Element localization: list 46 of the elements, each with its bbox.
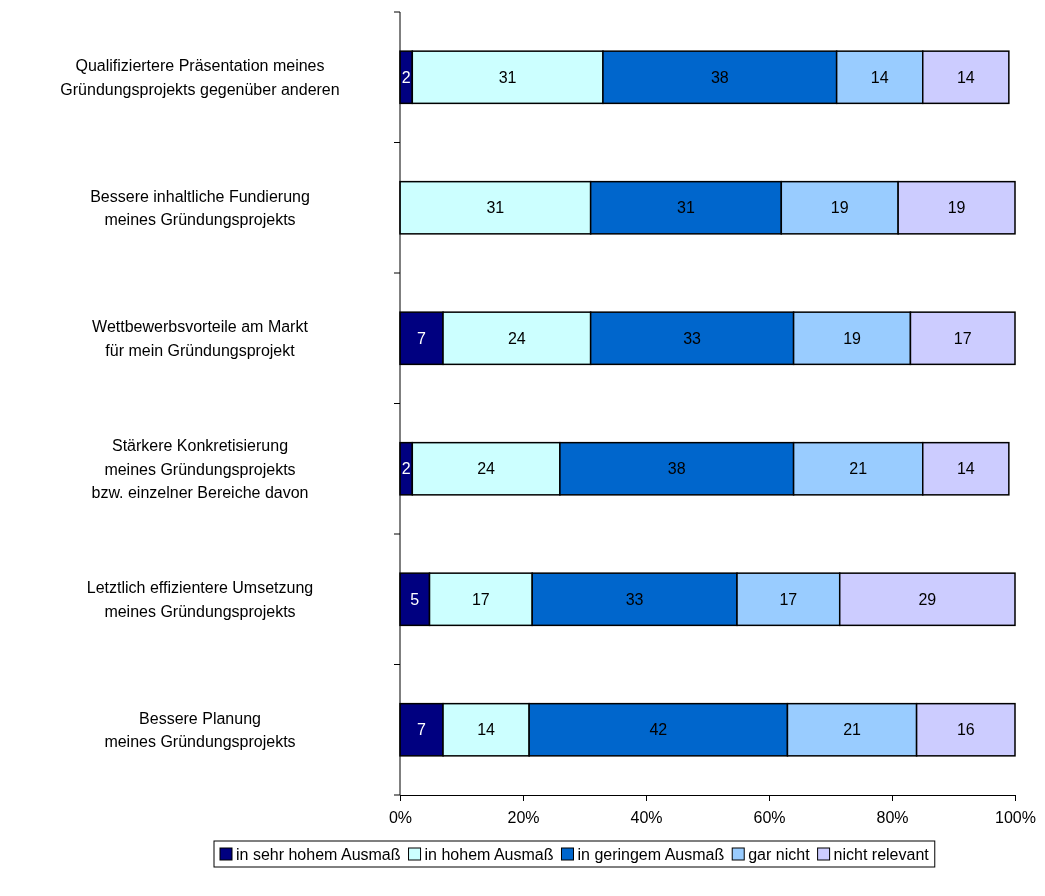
data-label: 17 [471,590,490,608]
data-label: 17 [953,329,972,347]
data-label: 16 [956,721,975,739]
y-tick-label: Bessere inhaltliche Fundierung meines Gründungsprojekts [90,187,310,229]
data-label: 19 [947,199,966,217]
data-label: 24 [507,329,526,347]
data-label: 5 [410,590,420,608]
data-label: 19 [843,329,862,347]
data-label: 33 [625,590,644,608]
x-tick-label: 80% [876,809,909,827]
y-tick-label: Bessere Planung meines Gründungsprojekts [104,709,296,751]
data-label: 33 [683,329,702,347]
data-label: 7 [417,329,427,347]
x-tick-label: 0% [388,809,413,827]
legend-label: in hohem Ausmaß [424,845,554,863]
data-label: 14 [870,68,889,86]
y-tick-label: Stärkere Konkretisierung meines Gründungsprojekts bzw. einzelner Bereiche davon [91,437,309,501]
data-label: 21 [849,460,868,478]
data-label: 31 [486,199,505,217]
data-label: 2 [401,460,411,478]
legend-label: in geringem Ausmaß [577,845,725,863]
data-label: 17 [779,590,798,608]
x-tick-label: 60% [753,809,786,827]
data-label: 31 [677,199,695,217]
data-label: 24 [477,460,496,478]
y-tick-label: Wettbewerbsvorteile am Markt für mein Gründungsprojekt [92,318,309,359]
y-tick-label: Qualifiziertere Präsentation meines Gründungsprojekts gegenüber anderen [60,57,340,98]
data-label: 2 [401,68,411,86]
x-tick-label: 100% [995,809,1036,827]
legend-label: gar nicht [748,845,811,863]
data-label: 14 [956,68,975,86]
data-label: 21 [843,721,862,739]
data-label: 14 [956,460,975,478]
data-label: 31 [498,68,517,86]
data-label: 14 [477,721,496,739]
x-tick-label: 40% [630,809,663,827]
data-label: 38 [667,460,686,478]
data-label: 29 [918,590,937,608]
data-label: 19 [830,199,849,217]
data-label: 42 [649,721,668,739]
data-label: 7 [417,721,427,739]
legend-label: in sehr hohem Ausmaß [236,845,401,863]
y-tick-label: Letztlich effizientere Umsetzung meines Gründungsprojekts [86,579,314,620]
data-label: 38 [710,68,729,86]
x-tick-label: 20% [507,809,540,827]
legend-label: nicht relevant [833,845,930,863]
